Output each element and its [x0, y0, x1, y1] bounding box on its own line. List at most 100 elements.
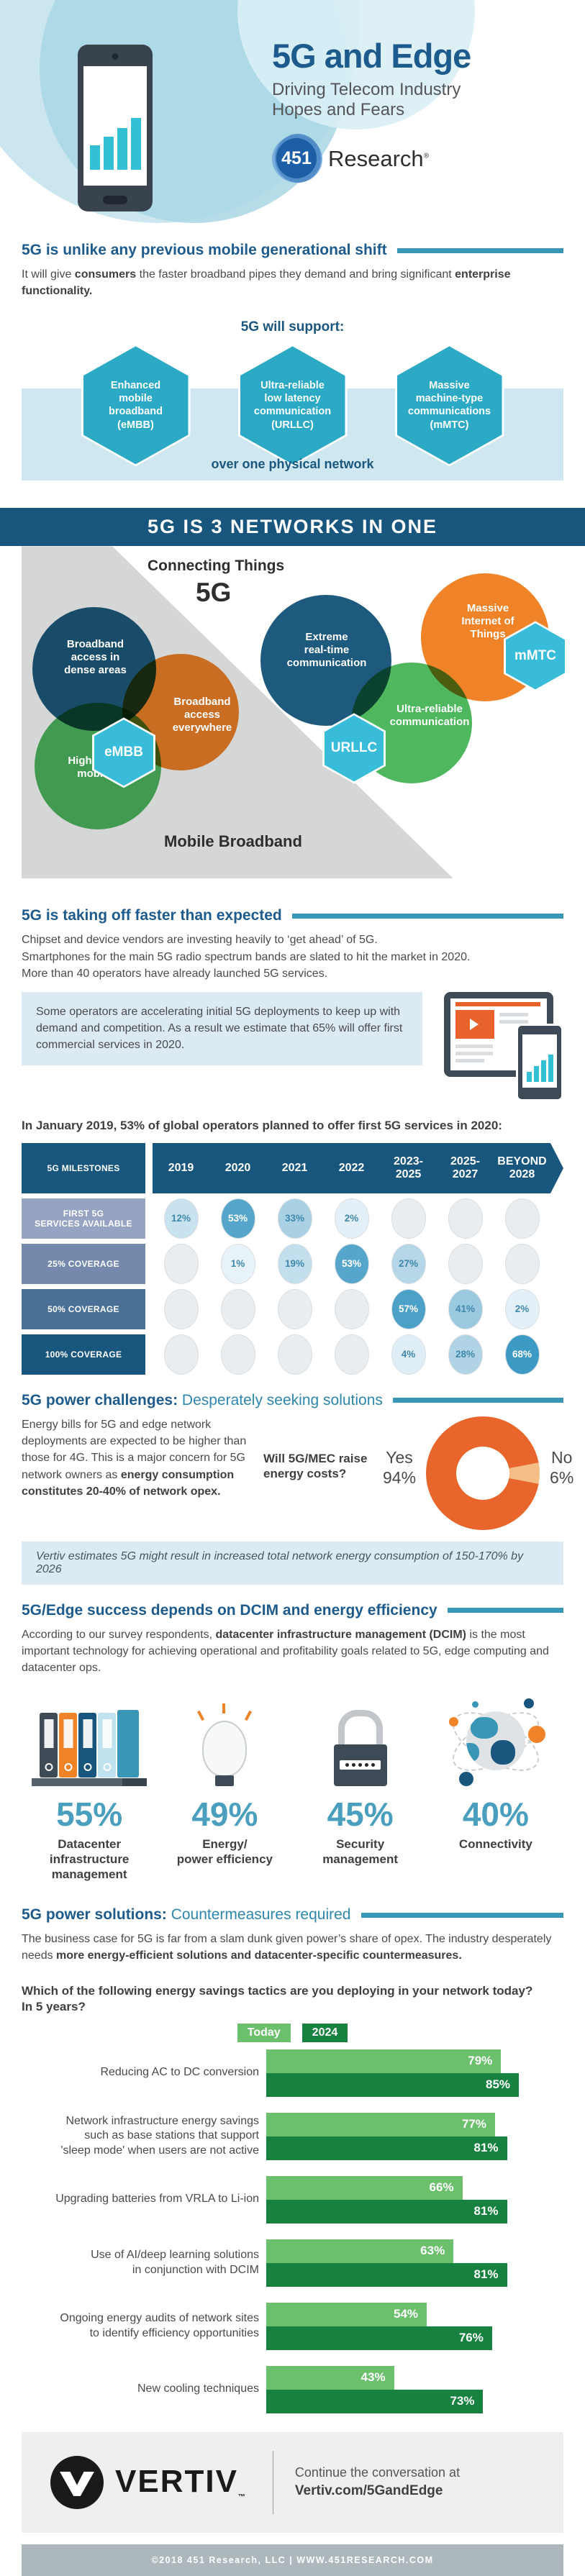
milestones-leadin: In January 2019, 53% of global operators…: [22, 1118, 502, 1132]
cta-link[interactable]: Vertiv.com/5GandEdge: [294, 2483, 443, 2499]
dot: [352, 1763, 356, 1767]
dcim-body: According to our survey respondents, dat…: [22, 1626, 563, 1677]
tactic-bars: 79% 85%: [266, 2049, 563, 2097]
bar-today: 54%: [266, 2302, 427, 2326]
value-bubble: 57%: [391, 1288, 426, 1329]
spark: [222, 1703, 226, 1713]
dcim-stats-row: 55% Datacenter infrastructure management…: [22, 1696, 563, 1883]
no-label: No 6%: [550, 1448, 573, 1488]
text-segment: the faster broadband pipes they demand a…: [136, 268, 455, 281]
column-header: 2021: [281, 1162, 308, 1175]
milestone-cells: 1% 19% 53% 27%: [153, 1243, 563, 1284]
registered-mark: ®: [423, 152, 430, 160]
bubble-value: 41%: [455, 1303, 476, 1315]
milestone-row-label: 100% COVERAGE: [22, 1334, 145, 1375]
bubble-value: 12%: [171, 1213, 191, 1224]
video-player-icon: [455, 1009, 494, 1039]
empty-bubble: [220, 1288, 255, 1329]
bar-value: 77%: [461, 2117, 486, 2131]
bar-today: 63%: [266, 2239, 454, 2263]
bar-today: 43%: [266, 2365, 394, 2390]
bubble-value: 4%: [401, 1349, 416, 1360]
continent: [470, 1716, 498, 1739]
value-bubble: 2%: [504, 1288, 540, 1329]
milestones-table: 5G MILESTONES 2019 2020 2021 2022 2023- 2025 2…: [0, 1142, 585, 1375]
tactic-bars: 54% 76%: [266, 2302, 563, 2350]
section-dcim: 5G/Edge success depends on DCIM and ener…: [0, 1602, 585, 1882]
bubble-value: 1%: [230, 1258, 245, 1270]
yes-word: Yes: [386, 1447, 413, 1467]
milestone-cell: [153, 1334, 209, 1375]
bubble-value: 53%: [227, 1213, 248, 1224]
lightbulb-icon: [157, 1696, 292, 1786]
value-bubble: 12%: [163, 1198, 199, 1239]
vertiv-estimate-note: Vertiv estimates 5G might result in incr…: [22, 1541, 563, 1585]
text-segment: enterprise functionality.: [22, 268, 511, 298]
padlock-icon: [293, 1696, 428, 1786]
milestone-row-label-text: FIRST 5G SERVICES AVAILABLE: [35, 1208, 132, 1229]
value-bubble: 1%: [220, 1243, 255, 1284]
text-segment: According to our survey respondents,: [22, 1628, 216, 1641]
node-dot: [471, 1701, 479, 1708]
empty-bubble: [277, 1288, 312, 1329]
bulb-base: [215, 1775, 235, 1786]
stat-connectivity: 40% Connectivity: [428, 1696, 563, 1883]
stat-dcim: 55% Datacenter infrastructure management: [22, 1696, 157, 1883]
text-line: [499, 1019, 528, 1024]
milestone-cells: 12% 53% 33% 2%: [153, 1198, 563, 1239]
vertiv-footer-box: VERTIV™ Continue the conversation at Ver…: [22, 2431, 563, 2533]
tactic-row: Network infrastructure energy savings su…: [22, 2112, 563, 2160]
energy-costs-donut-chart: [426, 1416, 540, 1530]
venn-diagram: Connecting Things 5G Broadband access in…: [0, 546, 585, 891]
stat-percent: 49%: [191, 1795, 258, 1833]
tactic-bars: 66% 81%: [266, 2175, 563, 2224]
value-bubble: 53%: [220, 1198, 255, 1239]
text-line: [455, 1044, 493, 1048]
milestone-cell: [209, 1334, 266, 1375]
empty-bubble: [391, 1198, 426, 1239]
value-bubble: 33%: [277, 1198, 312, 1239]
book: [117, 1709, 140, 1778]
bar-value: 76%: [458, 2331, 484, 2345]
451-research-logo: 451 Research®: [272, 134, 471, 184]
cta-line1: Continue the conversation at: [294, 2465, 461, 2480]
bar-today: 77%: [266, 2112, 495, 2136]
tactic-label: Ongoing energy audits of network sites t…: [60, 2312, 259, 2339]
tactic-label: Reducing AC to DC conversion: [100, 2066, 259, 2079]
milestone-cell: [209, 1288, 266, 1329]
smartphone-chart-icon: [78, 45, 153, 211]
milestone-row-label-text: 25% COVERAGE: [47, 1258, 119, 1269]
section-intro: 5G is unlike any previous mobile generat…: [0, 242, 585, 299]
bar-2024: 81%: [266, 2262, 507, 2287]
bar-2024: 73%: [266, 2389, 484, 2413]
globe-illustration: [443, 1697, 548, 1786]
footer: VERTIV™ Continue the conversation at Ver…: [0, 2431, 585, 2576]
globe-icon: [428, 1696, 563, 1786]
milestone-cells: 57% 41% 2%: [153, 1288, 563, 1329]
milestones-title: 5G MILESTONES: [22, 1142, 145, 1193]
milestones-header-row: 5G MILESTONES 2019 2020 2021 2022 2023- 2025 2…: [22, 1142, 563, 1193]
value-bubble: 68%: [504, 1334, 540, 1375]
column-header: 2020: [225, 1162, 251, 1175]
globe-sphere: [466, 1711, 525, 1770]
logo-number: 451: [276, 138, 317, 179]
devices-illustration: [435, 991, 563, 1101]
node-dot: [523, 1698, 534, 1708]
yes-label: Yes 94%: [383, 1448, 416, 1488]
empty-bubble: [163, 1334, 199, 1375]
text-segment: more energy-efficient solutions and data…: [56, 1949, 462, 1962]
node-dot: [448, 1716, 458, 1726]
value-bubble: 2%: [334, 1198, 369, 1239]
padlock-illustration: [333, 1709, 387, 1786]
section-heading: 5G/Edge success depends on DCIM and ener…: [22, 1602, 563, 1619]
text-segment: energy consumption constitutes 20-40% of…: [22, 1468, 235, 1498]
451-logo-icon: 451: [272, 134, 324, 184]
lightbulb-illustration: [197, 1703, 253, 1786]
label-massive-iot: Massive Internet of Things: [461, 602, 514, 640]
binders-icon: [22, 1696, 157, 1786]
tactic-bars: 63% 81%: [266, 2239, 563, 2287]
heading-light: Desperately seeking solutions: [178, 1391, 383, 1408]
page-title: 5G and Edge: [272, 37, 471, 75]
stat-label: Connectivity: [458, 1837, 532, 1851]
label-ultra-reliable: Ultra-reliable communication: [389, 703, 470, 729]
